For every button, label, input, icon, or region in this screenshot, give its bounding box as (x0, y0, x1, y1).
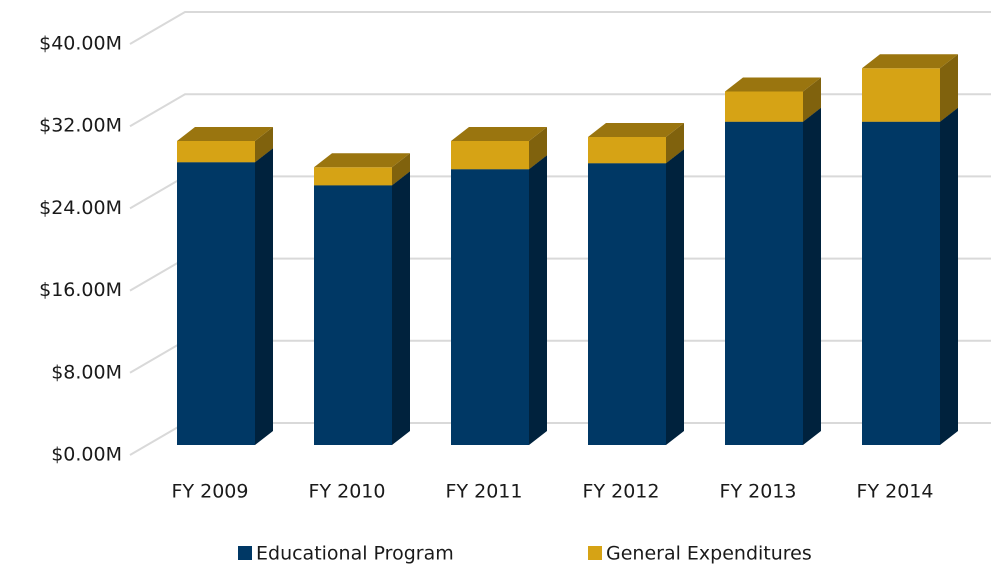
bar-face (392, 171, 410, 445)
bar (451, 126, 547, 170)
y-tick-label: $16.00M (39, 279, 122, 301)
bar (451, 155, 547, 445)
bar-face (392, 153, 410, 186)
bar (862, 107, 958, 446)
bar (314, 153, 410, 186)
legend-label: Educational Program (256, 543, 454, 565)
bar-face (940, 107, 958, 446)
legend-label: General Expenditures (606, 543, 812, 565)
y-tick-label: $40.00M (39, 33, 122, 55)
bar-face (177, 162, 255, 445)
bar (177, 148, 273, 445)
bar-face (725, 77, 821, 92)
y-tick-label: $8.00M (51, 361, 122, 383)
bar-face (314, 185, 392, 445)
bar-face (588, 136, 666, 164)
y-tick-label: $32.00M (39, 115, 122, 137)
bar-face (725, 91, 803, 122)
bar (862, 54, 958, 122)
bar-face (862, 54, 958, 69)
y-tick-label: $24.00M (39, 197, 122, 219)
legend-swatch (588, 546, 602, 560)
bar (177, 126, 273, 163)
bar (314, 171, 410, 445)
bar-face (862, 68, 940, 122)
y-tick-label: $0.00M (51, 444, 122, 466)
x-tick-label: FY 2013 (720, 481, 797, 503)
bar-face (255, 126, 273, 163)
bar (725, 77, 821, 122)
bar-face (451, 169, 529, 445)
bar-face (588, 122, 684, 137)
legend-swatch (238, 546, 252, 560)
bar-face (177, 126, 273, 141)
grid-line (129, 93, 991, 128)
bar (588, 122, 684, 164)
bar-face (255, 148, 273, 445)
bar-face (725, 121, 803, 446)
x-tick-label: FY 2012 (583, 481, 660, 503)
grid-line (129, 11, 991, 45)
bar-face (803, 107, 821, 446)
bar-face (314, 153, 410, 168)
bar-face (314, 167, 392, 186)
bar (588, 149, 684, 445)
x-tick-label: FY 2010 (309, 481, 386, 503)
bar-face (529, 155, 547, 445)
bar-face (803, 77, 821, 122)
x-tick-label: FY 2009 (172, 481, 249, 503)
bar (725, 107, 821, 446)
bar-face (588, 163, 666, 445)
bar-face (940, 54, 958, 122)
x-tick-label: FY 2014 (857, 481, 934, 503)
bar-face (451, 140, 529, 170)
bar-face (666, 149, 684, 445)
bar-face (177, 140, 255, 163)
bar-face (451, 126, 547, 141)
x-tick-label: FY 2011 (446, 481, 523, 503)
bar-face (862, 121, 940, 446)
bar-face (529, 126, 547, 170)
bar-face (666, 122, 684, 164)
